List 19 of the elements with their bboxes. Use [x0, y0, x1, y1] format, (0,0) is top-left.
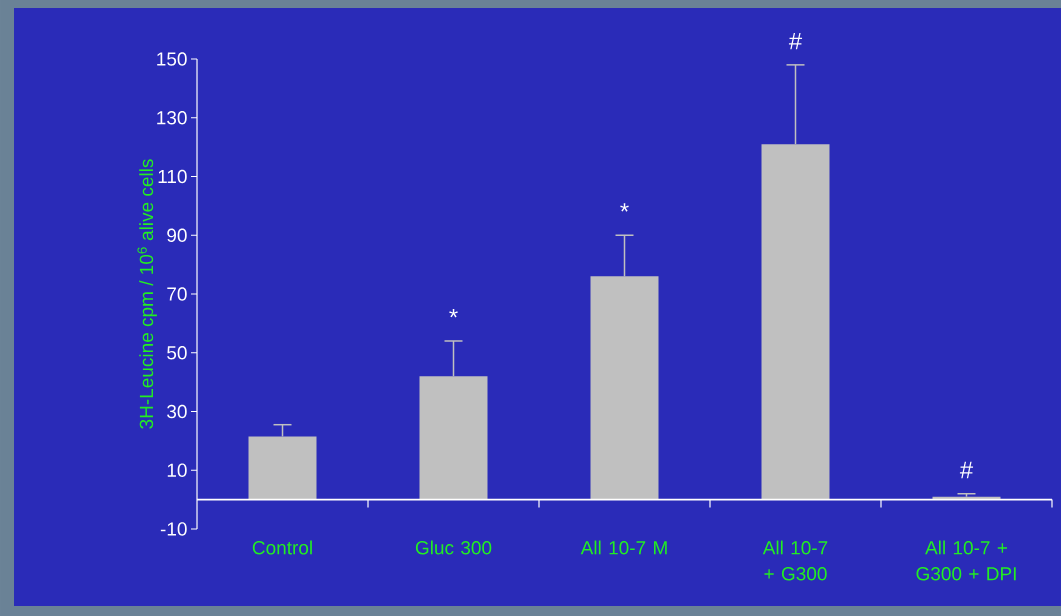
y-tick-label: 150: [157, 52, 187, 66]
y-tick-label: 110: [158, 169, 187, 184]
annotation: #: [788, 32, 803, 50]
y-tick-label: 10: [167, 463, 187, 477]
annotation: *: [449, 308, 458, 318]
y-tick-label: 130: [157, 111, 187, 125]
y-tick-label: 30: [167, 404, 187, 419]
annotation: *: [620, 203, 629, 212]
y-tick-label: 90: [167, 228, 187, 242]
x-tick-label: All 10-7 + G300 + DPI: [916, 540, 1016, 581]
y-tick-label: -10: [160, 522, 187, 536]
x-tick-label: All 10-7 M: [580, 540, 667, 555]
y-tick-label: 70: [167, 287, 187, 301]
x-tick-label: Control: [252, 540, 312, 555]
x-tick-label: Gluc 300: [415, 540, 492, 555]
x-tick-label: All 10-7 + G300: [762, 540, 828, 581]
y-tick-label: 50: [167, 346, 187, 360]
y-axis-title: 3H-Leucine cpm / 10$^{6}$ alive cells: [137, 159, 157, 429]
annotation: #: [959, 461, 974, 479]
